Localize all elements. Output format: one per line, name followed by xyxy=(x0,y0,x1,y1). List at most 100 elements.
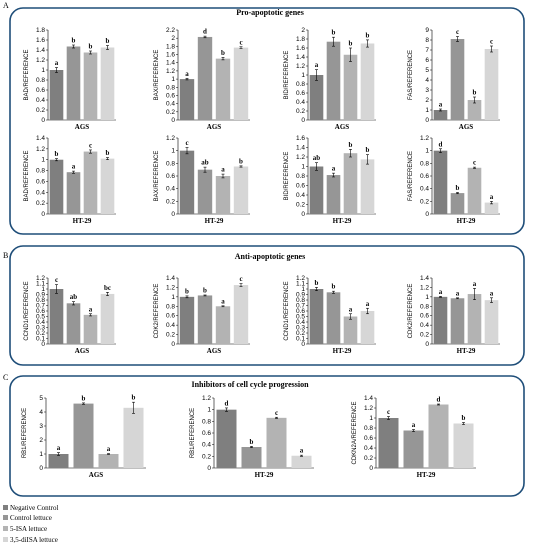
y-axis-label: RB1/REFERENCE xyxy=(190,408,196,458)
bar xyxy=(83,52,98,120)
significance-label: b xyxy=(106,37,110,45)
chart-ccnd1-reference-ht29: 00.10.20.30.40.50.60.70.80.911.11.2 CCND1… xyxy=(284,275,376,355)
significance-label: b xyxy=(250,438,254,446)
y-tick-label: 1 xyxy=(301,72,305,79)
bar xyxy=(378,418,399,468)
bar xyxy=(179,150,195,214)
significance-label: ab xyxy=(70,293,78,301)
bar xyxy=(233,285,249,344)
bar xyxy=(360,43,375,120)
bar xyxy=(433,110,448,120)
bar xyxy=(215,176,231,214)
chart-cdk2-reference-ht29: 0 0.2 0.4 0.6 0.8 1 1.2 1.4 CDK2/REFERENCE HT-29 a… xyxy=(408,275,500,355)
bar xyxy=(233,47,249,120)
significance-label: b xyxy=(221,49,225,57)
y-tick-label: 0.8 xyxy=(36,297,45,304)
y-axis-label: BAX/REFERENCE xyxy=(154,151,160,202)
y-tick-label: 0.2 xyxy=(36,330,45,337)
y-tick-label: 0 xyxy=(301,341,305,348)
legend: Negative Control Control lettuce 5-ISA l… xyxy=(3,504,58,544)
significance-label: c xyxy=(239,275,242,283)
y-tick-label: 0 xyxy=(171,117,175,124)
y-axis-label: CCND1/REFERENCE xyxy=(24,281,30,340)
significance-label: d xyxy=(203,28,207,36)
bar xyxy=(326,292,341,344)
significance-label: b xyxy=(366,31,370,39)
bar xyxy=(450,298,465,344)
y-tick-label: 0 xyxy=(41,117,45,124)
y-tick-label: 9 xyxy=(425,27,429,34)
bar xyxy=(48,454,69,468)
y-tick-label: 0.8 xyxy=(296,81,305,88)
significance-label: b xyxy=(82,394,86,402)
y-tick-label: 1.4 xyxy=(296,145,305,152)
y-tick-label: 0.4 xyxy=(420,322,429,329)
y-tick-label: 1.6 xyxy=(296,45,305,52)
x-axis-label: AGS xyxy=(75,123,90,131)
y-axis-label: RB1/REFERENCE xyxy=(22,408,28,458)
y-axis-label: CDKN2A/REFERENCE xyxy=(352,401,358,464)
y-tick-label: 1 xyxy=(41,67,45,74)
y-tick-label: 0.6 xyxy=(36,308,45,315)
bar xyxy=(433,150,448,214)
bar xyxy=(428,404,449,468)
y-tick-label: 1 xyxy=(425,148,429,155)
y-tick-label: 1.8 xyxy=(296,36,305,43)
bar xyxy=(403,430,424,468)
y-tick-label: 3 xyxy=(425,87,429,94)
bar xyxy=(467,100,482,120)
y-tick-label: 7 xyxy=(425,47,429,54)
y-tick-label: 0.8 xyxy=(364,425,373,432)
y-tick-label: 0 xyxy=(425,211,429,218)
y-tick-label: 0.2 xyxy=(36,200,45,207)
y-tick-label: 0 xyxy=(41,211,45,218)
panel-a-frame xyxy=(9,7,525,235)
y-tick-label: 5 xyxy=(39,395,43,402)
significance-label: bc xyxy=(104,284,111,292)
x-axis-label: AGS xyxy=(459,123,474,131)
bar xyxy=(216,409,237,468)
chart-cdk2-reference-ags: 0 0.2 0.4 0.6 0.8 1 1.2 1.4 CDK2/REFERENCE AGS b b a… xyxy=(154,275,250,355)
y-tick-label: 0.6 xyxy=(36,178,45,185)
significance-label: b xyxy=(185,287,189,295)
bar xyxy=(83,314,98,344)
significance-label: c xyxy=(387,408,390,416)
y-tick-label: 0 xyxy=(425,117,429,124)
bar xyxy=(100,293,115,344)
bar xyxy=(453,423,474,468)
y-tick-label: 1.2 xyxy=(166,68,175,75)
charts-layer: 00.20.40.60.811.21.41.61.8BAD/REFERENCEA… xyxy=(22,27,500,479)
y-tick-label: 0.4 xyxy=(420,186,429,193)
significance-label: b xyxy=(366,146,370,154)
significance-label: a xyxy=(332,165,336,173)
y-tick-label: 1 xyxy=(171,294,175,301)
significance-label: c xyxy=(185,139,188,147)
y-tick-label: 0 xyxy=(369,465,373,472)
panel-c-letter: C xyxy=(3,373,8,382)
chart-bad-reference-ht29: 0 0.2 0.4 0.6 0.8 1 1.2 1.4 BAD/REFERENCE HT-29 b a… xyxy=(24,135,116,225)
x-axis-label: HT-29 xyxy=(457,217,476,225)
y-tick-label: 1.6 xyxy=(166,52,175,59)
y-tick-label: 0.4 xyxy=(296,319,305,326)
panel-c-frame xyxy=(9,375,525,497)
y-tick-label: 0.4 xyxy=(166,186,175,193)
bar xyxy=(233,166,249,214)
significance-label: a xyxy=(490,289,494,297)
y-tick-label: 0.8 xyxy=(36,77,45,84)
bar xyxy=(100,158,115,214)
significance-label: b xyxy=(315,279,319,287)
x-axis-label: AGS xyxy=(207,123,222,131)
y-tick-label: 1 xyxy=(207,407,211,414)
significance-label: b xyxy=(349,141,353,149)
y-tick-label: 1 xyxy=(171,148,175,155)
bar xyxy=(49,159,64,214)
panel-a-title: Pro-apoptotic genes xyxy=(236,8,304,17)
significance-label: a xyxy=(107,445,111,453)
y-tick-label: 0.9 xyxy=(36,292,45,299)
bar xyxy=(266,417,287,468)
significance-label: a xyxy=(349,305,353,313)
bar xyxy=(73,403,94,468)
x-axis-label: HT-29 xyxy=(333,217,352,225)
y-axis-label: FAS/REFERENCE xyxy=(408,50,414,100)
